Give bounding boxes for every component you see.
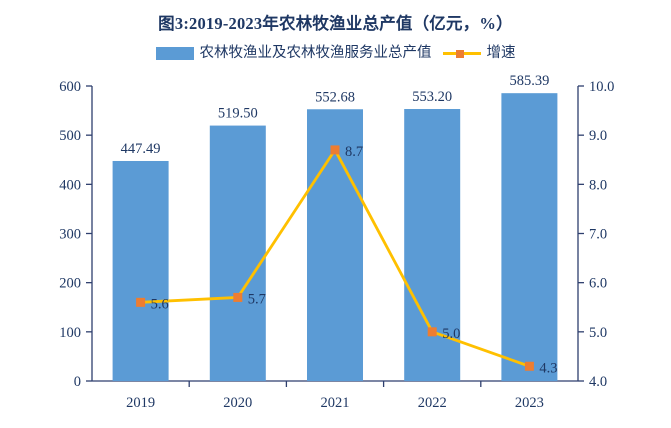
bar-series	[112, 93, 558, 382]
category-label-2023: 2023	[515, 395, 544, 411]
left-axis-tick-label: 100	[59, 325, 81, 341]
bar-value-label-2022: 553.20	[412, 89, 452, 105]
line-value-label-2022: 5.0	[442, 326, 460, 342]
bar-value-labels: 447.49 519.50 552.68 553.20 585.39	[121, 73, 550, 157]
line-value-label-2021: 8.7	[345, 144, 363, 160]
left-axis-tick-label: 600	[59, 79, 81, 95]
line-value-label-2023: 4.3	[539, 360, 557, 376]
category-label-2021: 2021	[321, 395, 350, 411]
legend-bar-swatch-icon	[155, 46, 194, 60]
chart-title: 图3:2019-2023年农林牧渔业总产值（亿元，%）	[158, 14, 513, 33]
legend-item-line-series: 增速	[442, 45, 516, 61]
bar-2019	[112, 160, 169, 381]
line-marker-2021	[330, 145, 340, 155]
line-value-label-2019: 5.6	[151, 296, 169, 312]
legend-line-swatch-icon	[442, 47, 481, 60]
left-axis-tick-label: 500	[59, 128, 81, 144]
line-markers	[136, 145, 534, 371]
bar-value-label-2019: 447.49	[121, 141, 161, 157]
line-marker-2022	[427, 327, 437, 337]
right-axis-tick-label: 7.0	[589, 227, 607, 243]
right-axis-tick-label: 6.0	[589, 276, 607, 292]
line-marker-2023	[524, 361, 534, 371]
left-axis-tick-label: 0	[74, 374, 81, 390]
line-marker-2020	[233, 292, 243, 302]
legend-line-label: 增速	[486, 45, 516, 61]
left-axis-tick-label: 200	[59, 276, 81, 292]
right-axis-tick-label: 4.0	[589, 374, 607, 390]
right-axis-tick-label: 5.0	[589, 325, 607, 341]
line-value-labels: 5.6 5.7 8.7 5.0 4.3	[151, 144, 558, 376]
line-marker-2019	[136, 297, 146, 307]
left-axis-tick-label: 300	[59, 227, 81, 243]
bar-value-label-2020: 519.50	[218, 106, 258, 122]
category-label-2022: 2022	[418, 395, 447, 411]
left-axis-tick-labels: 0 100 200 300 400 500 600	[59, 79, 81, 390]
right-axis-tick-label: 8.0	[589, 177, 607, 193]
right-axis-tick-labels: 4.0 5.0 6.0 7.0 8.0 9.0 10.0	[589, 79, 614, 390]
bar-value-label-2023: 585.39	[509, 73, 549, 89]
legend-bar-label: 农林牧渔业及农林牧渔服务业总产值	[199, 45, 432, 61]
category-label-2019: 2019	[126, 395, 155, 411]
category-label-2020: 2020	[223, 395, 252, 411]
line-value-label-2020: 5.7	[248, 291, 266, 307]
bar-value-label-2021: 552.68	[315, 89, 355, 105]
category-axis-labels: 2019 2020 2021 2022 2023	[126, 395, 544, 411]
bar-2020	[209, 125, 266, 382]
right-axis-tick-label: 9.0	[589, 128, 607, 144]
chart-legend: 农林牧渔业及农林牧渔服务业总产值 增速	[0, 46, 671, 61]
legend-item-bar-series: 农林牧渔业及农林牧渔服务业总产值	[155, 45, 432, 61]
bar-2021	[307, 109, 363, 382]
bar-2023	[501, 93, 558, 381]
left-axis-tick-label: 400	[59, 177, 81, 193]
right-axis-tick-label: 10.0	[589, 79, 614, 95]
